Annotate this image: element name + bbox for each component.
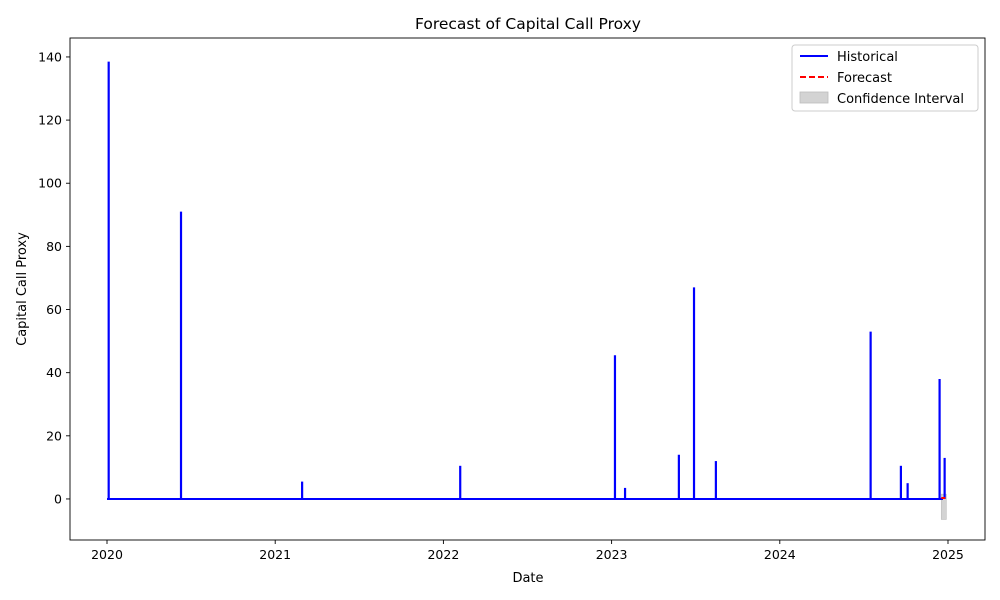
y-axis-ticks: 0 20 40 60 80 100 120 140	[38, 49, 70, 506]
legend-box	[791, 44, 979, 112]
y-tick-label-60: 60	[46, 302, 62, 317]
x-tick-label-2024: 2024	[764, 547, 796, 562]
y-tick-label-120: 120	[38, 113, 62, 128]
legend-forecast-label: Forecast	[837, 71, 892, 86]
legend-historical-label: Historical	[837, 50, 898, 65]
y-tick-label-40: 40	[46, 365, 62, 380]
y-tick-label-80: 80	[46, 239, 62, 254]
legend: Historical Forecast Confidence Interval	[791, 44, 979, 112]
x-tick-label-2020: 2020	[91, 547, 123, 562]
x-axis-ticks: 2020 2021 2022 2023 2024 2025	[91, 540, 964, 562]
y-axis-label: Capital Call Proxy	[15, 232, 30, 346]
series-layer	[107, 61, 947, 500]
plot-frame	[69, 37, 986, 541]
x-axis-label: Date	[512, 571, 543, 586]
x-tick-label-2023: 2023	[596, 547, 628, 562]
legend-ci-swatch	[799, 91, 829, 104]
x-tick-label-2025: 2025	[932, 547, 964, 562]
chart-title: Forecast of Capital Call Proxy	[415, 15, 641, 33]
x-tick-label-2021: 2021	[259, 547, 291, 562]
y-tick-label-100: 100	[38, 176, 62, 191]
legend-ci-label: Confidence Interval	[837, 92, 964, 107]
y-tick-label-140: 140	[38, 49, 62, 64]
x-tick-label-2022: 2022	[427, 547, 459, 562]
y-tick-label-20: 20	[46, 428, 62, 443]
y-tick-label-0: 0	[54, 491, 62, 506]
